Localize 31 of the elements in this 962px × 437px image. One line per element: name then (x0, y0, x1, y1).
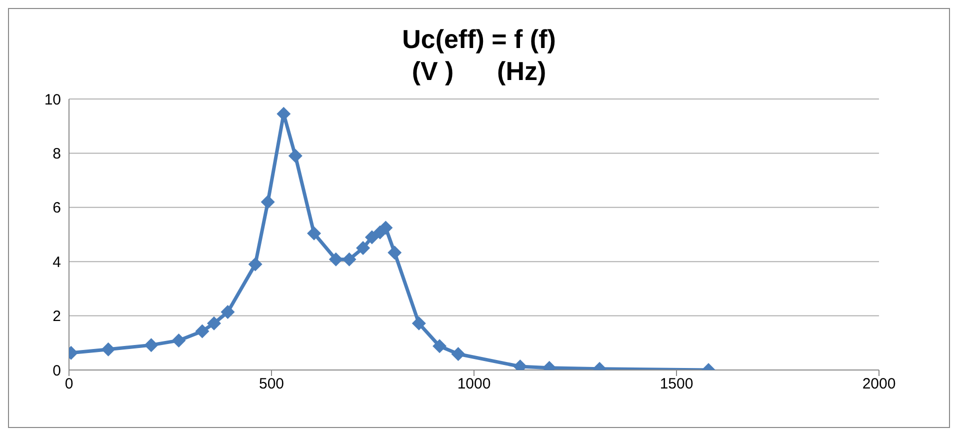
x-tick-label: 2000 (862, 376, 896, 393)
point (307, 226, 322, 240)
point (378, 220, 393, 235)
point (220, 305, 235, 320)
point (288, 148, 302, 163)
y-tick-label: 2 (52, 308, 61, 326)
point (260, 194, 275, 209)
point (206, 316, 221, 330)
x-tick-label: 1000 (457, 376, 491, 393)
point (328, 252, 343, 266)
x-tick-label: 1500 (660, 376, 694, 393)
x-tick-label: 0 (64, 376, 74, 393)
y-tick-label: 8 (52, 146, 61, 163)
y-tick-label: 10 (44, 91, 61, 108)
point (451, 347, 466, 362)
y-tick-label: 6 (52, 200, 61, 217)
point (172, 333, 186, 348)
point (101, 342, 116, 356)
point (364, 230, 379, 244)
point (356, 241, 370, 256)
y-tick-label: 0 (52, 362, 61, 380)
point (432, 339, 447, 354)
point (144, 338, 158, 352)
point (195, 324, 210, 338)
point (412, 316, 426, 330)
point (388, 246, 402, 260)
point (248, 257, 262, 272)
x-tick-label: 500 (258, 376, 284, 393)
point (342, 252, 356, 266)
y-tick-label: 4 (52, 254, 61, 271)
chart-title: Uc(eff) = f (f) (V ) (Hz) (401, 23, 557, 87)
